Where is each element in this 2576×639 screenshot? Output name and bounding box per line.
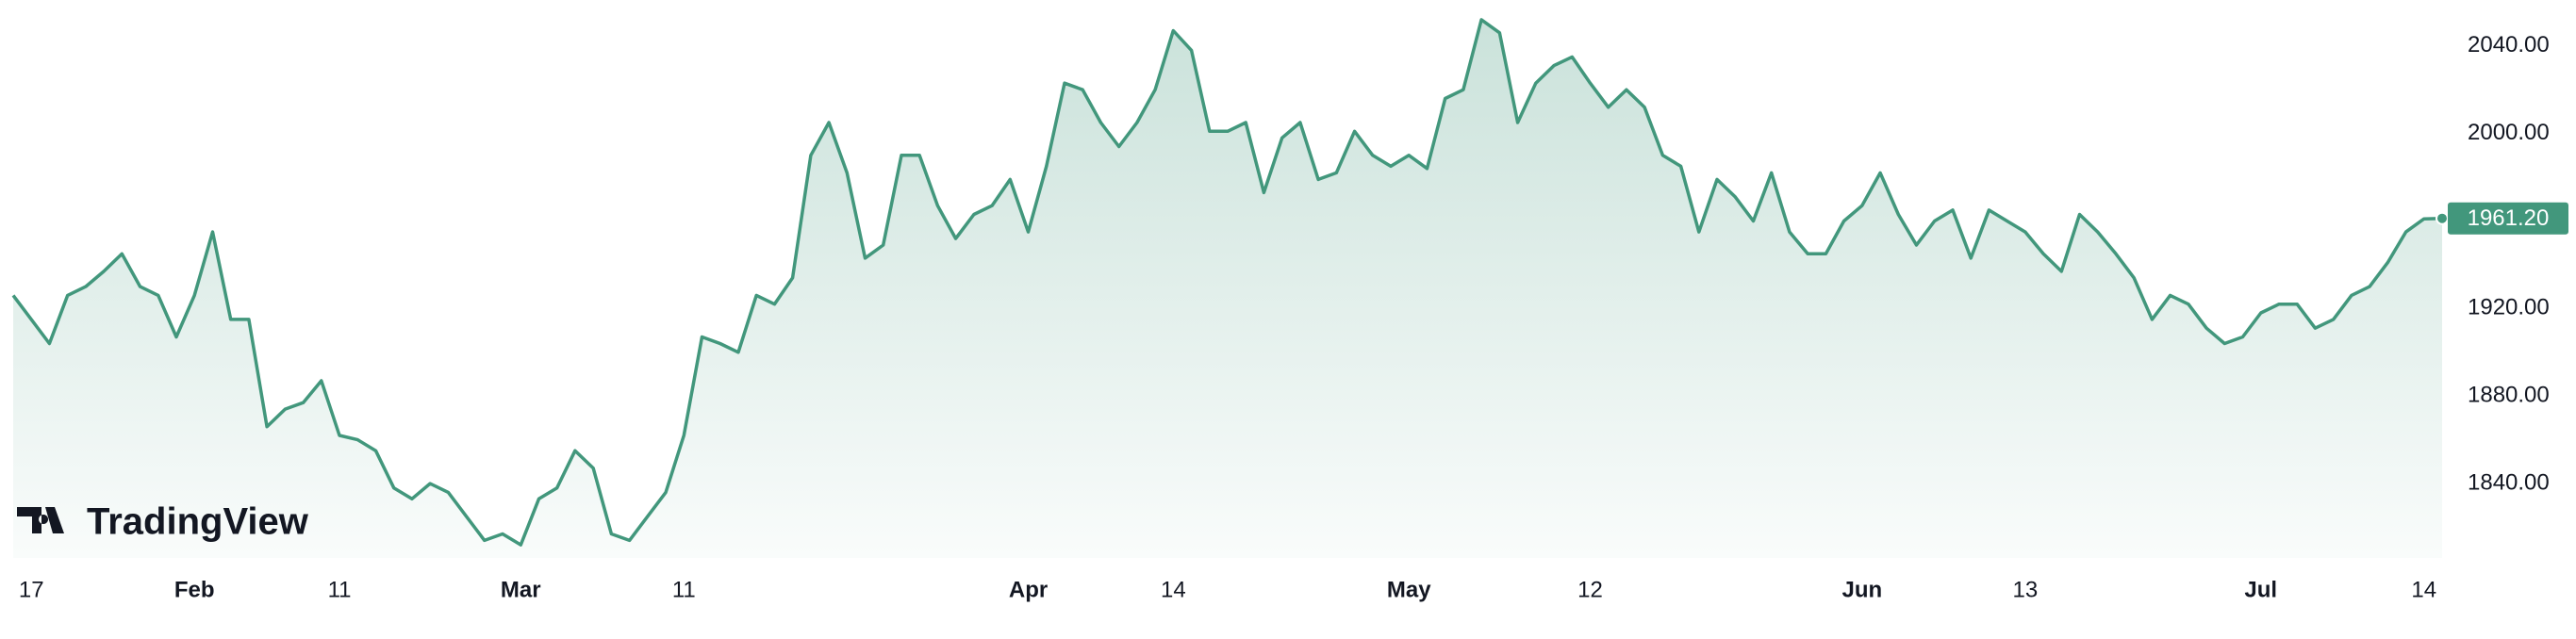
price-line xyxy=(11,18,2443,547)
x-tick-label: May xyxy=(1387,577,1431,602)
x-tick-label: Jun xyxy=(1841,577,1882,602)
area-fill xyxy=(13,19,2442,558)
logo-icon xyxy=(17,507,64,533)
watermark: TradingView xyxy=(87,501,309,543)
x-tick-label: 11 xyxy=(672,577,696,602)
last-point xyxy=(2436,211,2449,225)
x-tick-label: 13 xyxy=(2012,577,2038,602)
x-tick-label: 17 xyxy=(19,577,44,602)
x-tick-label: Apr xyxy=(1009,577,1048,602)
x-tick-label: 14 xyxy=(1161,577,1186,602)
x-tick-label: Mar xyxy=(501,577,541,602)
x-tick-label: 14 xyxy=(2411,577,2436,602)
logo xyxy=(17,507,64,533)
price-tag-label: 1961.20 xyxy=(2468,205,2550,231)
y-tick-label: 2040.00 xyxy=(2468,32,2550,57)
x-tick-label: 11 xyxy=(328,577,352,602)
x-tick-label: Jul xyxy=(2244,577,2277,602)
price-tag xyxy=(2448,202,2568,235)
y-tick-label: 2000.00 xyxy=(2468,120,2550,145)
x-tick-label: Feb xyxy=(174,577,215,602)
y-tick-label: 1840.00 xyxy=(2468,469,2550,495)
y-tick-label: 1920.00 xyxy=(2468,295,2550,320)
x-tick-label: 12 xyxy=(1577,577,1603,602)
y-tick-label: 1880.00 xyxy=(2468,383,2550,408)
